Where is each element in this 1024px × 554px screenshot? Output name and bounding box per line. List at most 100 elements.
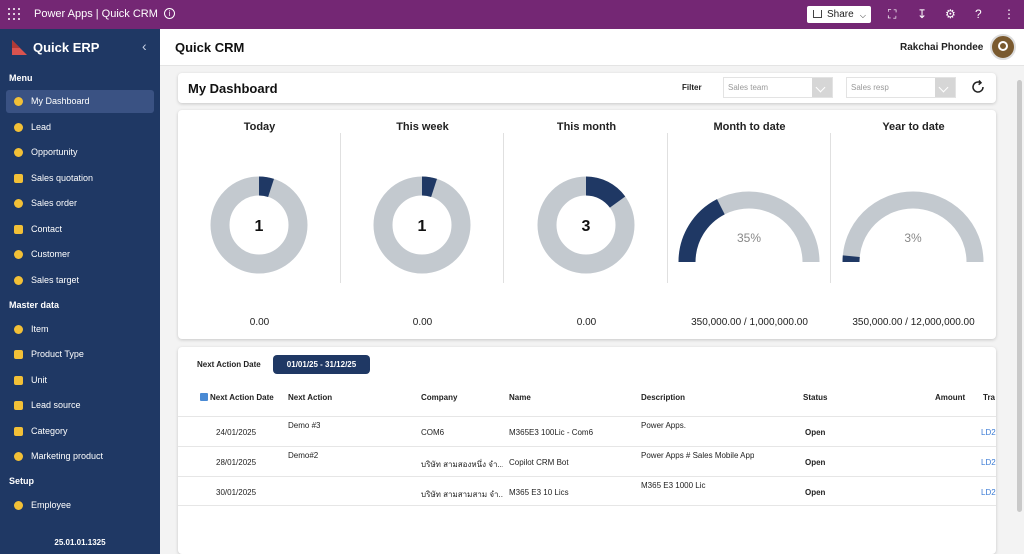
cell-company: บริษัท สามสามสาม จำ...: [421, 490, 503, 499]
chevron-down-icon: ⌵: [859, 11, 866, 20]
stat-label: Year to date: [882, 121, 945, 133]
marketing-icon: [14, 452, 23, 461]
stat-value: 0.00: [249, 317, 270, 328]
cell-tra-link[interactable]: LD2: [981, 458, 996, 467]
donut-segment: [258, 176, 274, 198]
gear-icon[interactable]: ⚙: [945, 7, 956, 21]
avatar[interactable]: [990, 34, 1016, 60]
gauge-center-value: 35%: [737, 231, 761, 245]
sales-team-select[interactable]: Sales team: [723, 77, 833, 98]
cell-tra-link[interactable]: LD2: [981, 488, 996, 497]
lead-source-icon: [14, 401, 23, 410]
order-icon: [14, 199, 23, 208]
share-button[interactable]: Share ⌵: [807, 6, 871, 23]
main-content: My Dashboard Filter Sales team Sales res…: [160, 66, 1024, 554]
sidebar-item-label: Category: [31, 426, 68, 436]
sidebar-item-lead[interactable]: Lead: [6, 116, 154, 139]
sidebar-item-sales-quotation[interactable]: Sales quotation: [6, 167, 154, 190]
cell-description: Power Apps.: [641, 421, 686, 430]
sidebar-item-item[interactable]: Item: [6, 318, 154, 341]
col-company[interactable]: Company: [421, 393, 458, 402]
sidebar-item-my-dashboard[interactable]: My Dashboard: [6, 90, 154, 113]
donut-segment: [585, 176, 626, 209]
cell-status: Open: [805, 428, 826, 437]
col-amount[interactable]: Amount: [935, 393, 966, 402]
vertical-scrollbar[interactable]: [1016, 66, 1024, 554]
refresh-icon[interactable]: [970, 79, 986, 95]
cell-company: COM6: [421, 428, 445, 437]
sidebar-item-label: Sales target: [31, 275, 80, 285]
section-master-data: Master data: [9, 300, 60, 310]
item-icon: [14, 325, 23, 334]
stat-value: 350,000.00 / 1,000,000.00: [691, 317, 808, 328]
sidebar-item-category[interactable]: Category: [6, 420, 154, 443]
target-icon: [14, 276, 23, 285]
sidebar-item-label: Employee: [31, 500, 72, 510]
sidebar-item-sales-target[interactable]: Sales target: [6, 269, 154, 292]
sidebar-item-marketing-product[interactable]: Marketing product: [6, 445, 154, 468]
cell-tra-link[interactable]: LD2: [981, 428, 996, 437]
stat-label: This month: [556, 121, 617, 133]
sales-resp-select[interactable]: Sales resp: [846, 77, 956, 98]
gauge-center-value: 3%: [904, 231, 922, 245]
stat-today: 1 Today 0.00: [178, 110, 341, 339]
logo-icon: [12, 40, 27, 55]
download-icon[interactable]: ↧: [917, 7, 928, 21]
cell-description: M365 E3 1000 Lic: [641, 481, 706, 490]
more-icon[interactable]: ⋮: [1003, 7, 1015, 21]
sidebar-item-label: Lead source: [31, 400, 81, 410]
sidebar-item-employee[interactable]: Employee: [6, 494, 154, 517]
col-next-action[interactable]: Next Action: [288, 393, 333, 402]
cell-name: M365 E3 10 Lics: [509, 488, 569, 497]
collapse-sidebar-icon[interactable]: ‹: [142, 38, 147, 54]
cell-company: บริษัท สามสองหนึ่ง จำ...: [421, 460, 503, 469]
page-header: Quick CRM Rakchai Phondee: [160, 29, 1024, 66]
app-launcher-icon[interactable]: [8, 8, 20, 20]
share-icon: [813, 10, 822, 18]
info-icon[interactable]: i: [164, 8, 175, 19]
cell-name: M365E3 100Lic - Com6: [509, 428, 594, 437]
sidebar-item-label: Sales quotation: [31, 173, 94, 183]
sidebar-item-lead-source[interactable]: Lead source: [6, 394, 154, 417]
sidebar-item-label: Unit: [31, 375, 48, 385]
chevron-down-icon[interactable]: [812, 78, 832, 97]
sidebar-item-label: My Dashboard: [31, 96, 90, 106]
sidebar-item-label: Customer: [31, 249, 71, 259]
dashboard-title: My Dashboard: [188, 81, 278, 96]
stat-month-to-date: 35% Month to date 350,000.00 / 1,000,000…: [668, 110, 831, 339]
table-row[interactable]: 28/01/2025 Demo#2 บริษัท สามสองหนึ่ง จำ.…: [178, 446, 996, 476]
cell-name: Copilot CRM Bot: [509, 458, 569, 467]
date-range-button[interactable]: 01/01/25 - 31/12/25: [273, 355, 370, 374]
donut-center-value: 1: [418, 218, 427, 235]
sidebar-item-sales-order[interactable]: Sales order: [6, 192, 154, 215]
col-status[interactable]: Status: [803, 393, 828, 402]
table-row[interactable]: 24/01/2025 Demo #3 COM6 M365E3 100Lic - …: [178, 416, 996, 446]
sidebar-item-opportunity[interactable]: Opportunity: [6, 141, 154, 164]
col-name[interactable]: Name: [509, 393, 531, 402]
next-action-date-label: Next Action Date: [197, 360, 261, 369]
sort-icon[interactable]: [200, 393, 208, 401]
donut-center-value: 3: [582, 218, 591, 235]
stat-this-month: 3 This month 0.00: [505, 110, 668, 339]
dashboard-icon: [14, 97, 23, 106]
fit-screen-icon[interactable]: ⛶: [888, 7, 897, 21]
help-icon[interactable]: ?: [975, 7, 982, 21]
table-row[interactable]: 30/01/2025 บริษัท สามสามสาม จำ... M365 E…: [178, 476, 996, 506]
next-action-table: Next Action Date 01/01/25 - 31/12/25 Nex…: [178, 347, 996, 554]
stat-value: 0.00: [412, 317, 433, 328]
sidebar-item-contact[interactable]: Contact: [6, 218, 154, 241]
col-description[interactable]: Description: [641, 393, 686, 402]
stat-label: Today: [243, 121, 276, 133]
sidebar-item-product-type[interactable]: Product Type: [6, 343, 154, 366]
sidebar-item-customer[interactable]: Customer: [6, 243, 154, 266]
sidebar-item-label: Contact: [31, 224, 63, 234]
quotation-icon: [14, 174, 23, 183]
gauge-fill: [678, 199, 726, 263]
sidebar-item-unit[interactable]: Unit: [6, 369, 154, 392]
stat-value: 350,000.00 / 12,000,000.00: [852, 317, 975, 328]
stat-this-week: 1 This week 0.00: [341, 110, 504, 339]
col-tra[interactable]: Tra: [983, 393, 996, 402]
col-next-action-date[interactable]: Next Action Date: [200, 393, 274, 402]
gauge-track: [842, 191, 984, 263]
chevron-down-icon[interactable]: [935, 78, 955, 97]
